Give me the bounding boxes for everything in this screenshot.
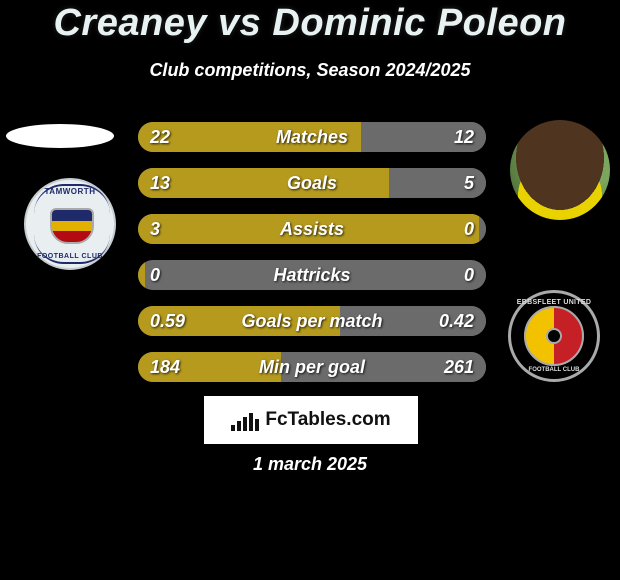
- vs-text: vs: [218, 2, 261, 44]
- page-title: Creaney vs Dominic Poleon: [0, 2, 620, 45]
- bars-icon: [231, 409, 259, 431]
- fctables-label: FcTables.com: [265, 409, 390, 431]
- stat-label: Min per goal: [138, 352, 486, 382]
- subtitle: Club competitions, Season 2024/2025: [0, 60, 620, 81]
- stat-bar: 184261Min per goal: [138, 352, 486, 382]
- crest-left-text-top: TAMWORTH: [26, 187, 114, 196]
- date-line: 1 march 2025: [0, 454, 620, 475]
- club-crest-left: TAMWORTH FOOTBALL CLUB: [24, 178, 116, 270]
- mini-bar-icon: [231, 425, 235, 431]
- player1-photo: [6, 124, 114, 148]
- stat-label: Matches: [138, 122, 486, 152]
- mini-bar-icon: [255, 419, 259, 431]
- stat-label: Hattricks: [138, 260, 486, 290]
- mini-bar-icon: [237, 421, 241, 431]
- fctables-badge: FcTables.com: [204, 396, 418, 444]
- stat-bars: 2212Matches 135Goals 30Assists 00Hattricks 0…: [138, 122, 486, 398]
- stat-bar: 30Assists: [138, 214, 486, 244]
- crest-right-text-bottom: FOOTBALL CLUB: [511, 367, 597, 373]
- stat-label: Goals: [138, 168, 486, 198]
- crest-right-text-top: EBBSFLEET UNITED: [511, 299, 597, 306]
- crest-dot-icon: [546, 328, 562, 344]
- stat-label: Goals per match: [138, 306, 486, 336]
- club-crest-right: EBBSFLEET UNITED FOOTBALL CLUB: [508, 290, 600, 382]
- player2-name: Dominic Poleon: [272, 2, 566, 44]
- stat-bar: 2212Matches: [138, 122, 486, 152]
- player1-name: Creaney: [53, 2, 206, 44]
- player2-photo: [510, 120, 610, 220]
- comparison-card: Creaney vs Dominic Poleon Club competiti…: [0, 0, 620, 580]
- stat-bar: 135Goals: [138, 168, 486, 198]
- mini-bar-icon: [243, 417, 247, 431]
- stat-bar: 00Hattricks: [138, 260, 486, 290]
- stat-label: Assists: [138, 214, 486, 244]
- stat-bar: 0.590.42Goals per match: [138, 306, 486, 336]
- mini-bar-icon: [249, 413, 253, 431]
